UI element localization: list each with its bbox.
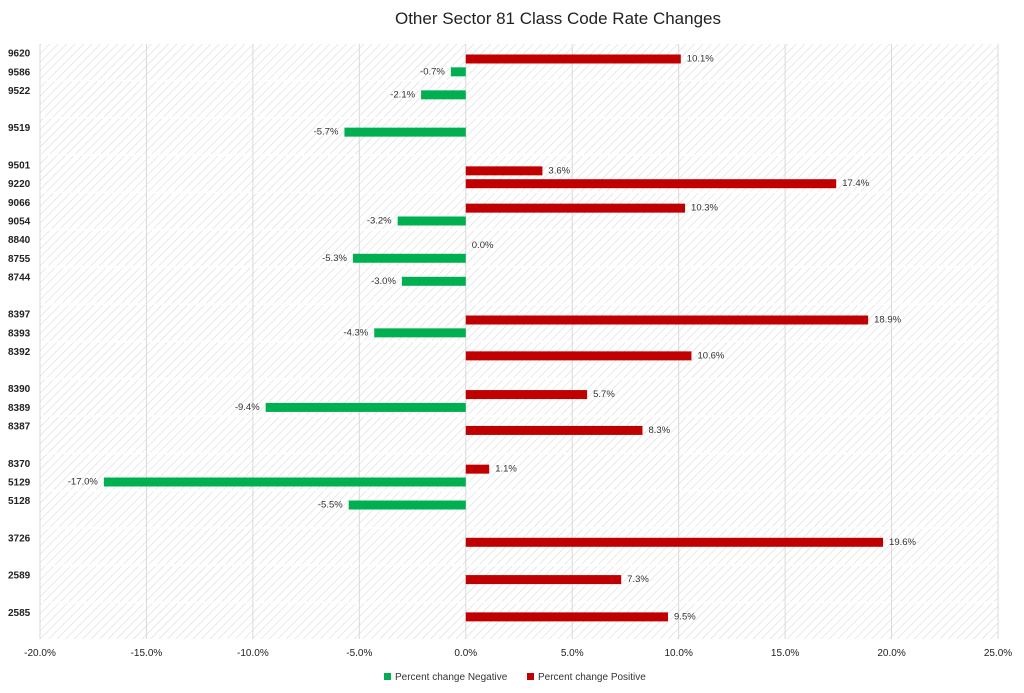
category-label-9620: 9620 — [8, 49, 31, 60]
category-label-9586: 9586 — [8, 67, 31, 78]
legend-label: Percent change Positive — [538, 672, 646, 683]
category-label-9519: 9519 — [8, 123, 31, 134]
bar-2589 — [465, 575, 622, 585]
data-label-9501: 3.6% — [548, 165, 570, 176]
category-label-2589: 2589 — [8, 571, 31, 582]
category-label-9054: 9054 — [8, 216, 31, 227]
chart-title: Other Sector 81 Class Code Rate Changes — [395, 9, 721, 28]
category-label-9501: 9501 — [8, 161, 31, 172]
category-label-8390: 8390 — [8, 384, 31, 395]
category-label-8840: 8840 — [8, 235, 31, 246]
category-label-3726: 3726 — [8, 533, 31, 544]
data-label-8389: -9.4% — [235, 402, 260, 413]
category-label-8387: 8387 — [8, 422, 31, 433]
category-label-9066: 9066 — [8, 198, 31, 209]
x-tick-label: -10.0% — [237, 648, 269, 659]
data-label-9620: 10.1% — [687, 54, 714, 65]
bar-9054 — [397, 216, 466, 226]
data-label-9586: -0.7% — [420, 66, 445, 77]
bar-2585 — [465, 612, 669, 622]
data-labels: 10.1% -0.7% -2.1% -5.7% 3.6% 17.4% 10.3% -3.2% 0… — [68, 54, 917, 623]
data-label-8392: 10.6% — [697, 350, 724, 361]
category-label-8389: 8389 — [8, 403, 31, 414]
data-label-2585: 9.5% — [674, 611, 696, 622]
bar-8393 — [374, 328, 466, 338]
data-label-9054: -3.2% — [367, 216, 392, 227]
x-tick-label: 25.0% — [984, 648, 1012, 659]
data-label-5129: -17.0% — [68, 477, 99, 488]
category-label-2585: 2585 — [8, 608, 31, 619]
data-label-8390: 5.7% — [593, 389, 615, 400]
x-tick-label: 0.0% — [454, 648, 477, 659]
bar-8387 — [465, 425, 643, 435]
data-label-8840: 0.0% — [472, 240, 494, 251]
x-tick-label: -5.0% — [346, 648, 372, 659]
bar-9586 — [450, 67, 466, 77]
bar-8392 — [465, 351, 692, 361]
bar-8389 — [265, 402, 466, 412]
data-label-5128: -5.5% — [318, 500, 343, 511]
bar-9220 — [465, 179, 837, 189]
bar-8744 — [401, 276, 466, 286]
x-tick-label: 15.0% — [771, 648, 799, 659]
data-label-3726: 19.6% — [889, 537, 916, 548]
data-label-9220: 17.4% — [842, 178, 869, 189]
legend-swatch — [384, 673, 391, 680]
category-band — [40, 118, 998, 155]
category-band — [40, 81, 998, 117]
data-label-8387: 8.3% — [648, 425, 670, 436]
category-label-8397: 8397 — [8, 310, 31, 321]
data-label-2589: 7.3% — [627, 574, 649, 585]
x-tick-label: 20.0% — [877, 648, 905, 659]
data-label-8744: -3.0% — [371, 276, 396, 287]
category-label-5129: 5129 — [8, 477, 31, 488]
legend: Percent change Negative Percent change Po… — [384, 672, 646, 683]
category-label-5128: 5128 — [8, 496, 31, 507]
category-label-8393: 8393 — [8, 328, 31, 339]
bar-8755 — [352, 253, 466, 263]
category-band — [40, 230, 998, 267]
category-label-8370: 8370 — [8, 459, 31, 470]
x-tick-label: 5.0% — [561, 648, 584, 659]
data-label-8397: 18.9% — [874, 315, 901, 326]
category-band — [40, 491, 998, 528]
x-axis-tick-labels: -20.0% -15.0% -10.0% -5.0% 0.0% 5.0% 10.0% 15.0… — [24, 648, 1012, 659]
category-label-9522: 9522 — [8, 86, 31, 97]
data-label-8393: -4.3% — [343, 327, 368, 338]
bar-8397 — [465, 315, 869, 325]
category-labels: 9620 9586 9522 9519 9501 9220 9066 9054 8840 8755… — [8, 49, 31, 619]
data-label-9522: -2.1% — [390, 89, 415, 100]
category-band — [40, 267, 998, 304]
x-tick-label: 10.0% — [664, 648, 692, 659]
bar-8390 — [465, 390, 588, 400]
data-label-9066: 10.3% — [691, 203, 718, 214]
legend-swatch — [527, 673, 534, 680]
bar-9501 — [465, 166, 543, 176]
category-label-8755: 8755 — [8, 254, 31, 265]
bar-8370 — [465, 464, 490, 474]
bar-9620 — [465, 54, 681, 64]
data-label-8370: 1.1% — [495, 464, 517, 475]
bar-9519 — [344, 127, 466, 137]
bar-9522 — [421, 90, 466, 100]
x-tick-label: -15.0% — [131, 648, 163, 659]
bars — [103, 54, 884, 622]
bar-5129 — [103, 477, 466, 487]
bar-3726 — [465, 537, 884, 547]
x-tick-label: -20.0% — [24, 648, 56, 659]
bar-5128 — [348, 500, 466, 510]
category-label-8744: 8744 — [8, 272, 31, 283]
legend-label: Percent change Negative — [395, 672, 508, 683]
bar-9066 — [465, 203, 686, 213]
data-label-8755: -5.3% — [322, 253, 347, 264]
category-label-8392: 8392 — [8, 347, 31, 358]
data-label-9519: -5.7% — [314, 127, 339, 138]
plot-area — [40, 44, 998, 639]
category-label-9220: 9220 — [8, 179, 31, 190]
